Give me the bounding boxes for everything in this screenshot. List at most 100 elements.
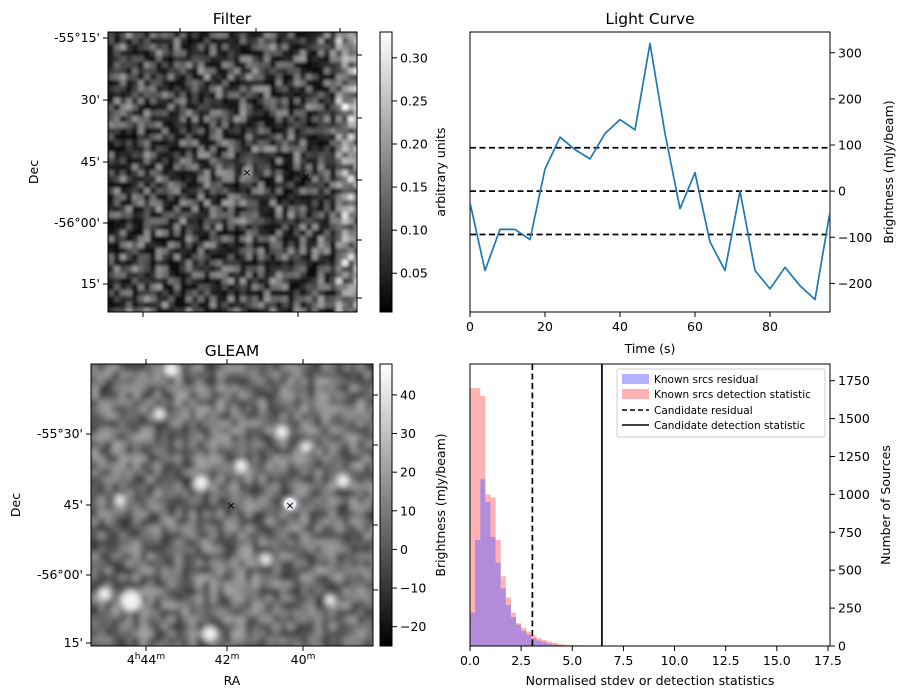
filter-noise-cell — [162, 236, 168, 242]
gleam-noise-cell — [217, 560, 224, 567]
filter-noise-cell — [174, 254, 180, 260]
gleam-noise-cell — [301, 483, 308, 490]
filter-noise-cell — [240, 80, 246, 86]
filter-noise-cell — [120, 224, 126, 230]
filter-noise-cell — [312, 128, 318, 134]
gleam-noise-cell — [161, 399, 168, 406]
filter-noise-cell — [294, 302, 300, 308]
filter-noise-cell — [348, 242, 354, 248]
filter-noise-cell — [312, 182, 318, 188]
filter-noise-cell — [294, 248, 300, 254]
filter-noise-cell — [312, 254, 318, 260]
filter-noise-cell — [156, 200, 162, 206]
filter-noise-cell — [186, 38, 192, 44]
legend-label: Candidate residual — [654, 405, 753, 417]
filter-noise-cell — [312, 224, 318, 230]
gleam-noise-cell — [259, 392, 266, 399]
gleam-noise-cell — [210, 483, 217, 490]
gleam-noise-cell — [294, 532, 301, 539]
filter-noise-cell — [114, 146, 120, 152]
filter-ytick-label: 30' — [81, 92, 100, 107]
filter-noise-cell — [138, 164, 144, 170]
gleam-noise-cell — [322, 490, 329, 497]
filter-noise-cell — [114, 92, 120, 98]
filter-noise-cell — [270, 50, 276, 56]
gleam-bright-source — [261, 555, 271, 565]
gleam-noise-cell — [91, 455, 98, 462]
gleam-noise-cell — [280, 595, 287, 602]
filter-noise-cell — [348, 56, 354, 62]
gleam-noise-cell — [126, 609, 133, 616]
filter-noise-cell — [270, 308, 276, 312]
filter-noise-cell — [168, 218, 174, 224]
gleam-noise-cell — [280, 441, 287, 448]
filter-noise-cell — [138, 212, 144, 218]
gleam-noise-cell — [252, 609, 259, 616]
gleam-noise-cell — [91, 385, 98, 392]
filter-noise-cell — [336, 86, 342, 92]
gleam-noise-cell — [105, 623, 112, 630]
filter-noise-cell — [198, 188, 204, 194]
filter-noise-cell — [144, 224, 150, 230]
filter-noise-cell — [330, 68, 336, 74]
gleam-noise-cell — [210, 609, 217, 616]
gleam-noise-cell — [91, 532, 98, 539]
gleam-noise-cell — [168, 637, 175, 644]
filter-noise-cell — [318, 278, 324, 284]
filter-noise-cell — [294, 188, 300, 194]
filter-noise-cell — [270, 170, 276, 176]
filter-noise-cell — [234, 206, 240, 212]
filter-noise-cell — [222, 272, 228, 278]
filter-noise-cell — [216, 110, 222, 116]
filter-noise-cell — [210, 218, 216, 224]
filter-noise-cell — [108, 230, 114, 236]
filter-noise-cell — [318, 116, 324, 122]
gleam-noise-cell — [91, 420, 98, 427]
filter-noise-cell — [216, 50, 222, 56]
filter-noise-cell — [258, 296, 264, 302]
gleam-noise-cell — [273, 406, 280, 413]
gleam-noise-cell — [238, 595, 245, 602]
legend-swatch-residual — [622, 374, 649, 384]
gleam-noise-cell — [266, 623, 273, 630]
filter-noise-cell — [132, 38, 138, 44]
gleam-noise-cell — [98, 399, 105, 406]
gleam-noise-cell — [322, 497, 329, 504]
filter-noise-cell — [216, 44, 222, 50]
filter-noise-cell — [318, 272, 324, 278]
gleam-noise-cell — [210, 413, 217, 420]
filter-noise-cell — [144, 170, 150, 176]
gleam-noise-cell — [343, 574, 350, 581]
gleam-noise-cell — [203, 462, 210, 469]
filter-noise-cell — [246, 140, 252, 146]
gleam-noise-cell — [266, 588, 273, 595]
filter-noise-cell — [294, 92, 300, 98]
filter-noise-cell — [288, 272, 294, 278]
gleam-noise-cell — [294, 630, 301, 637]
filter-noise-cell — [180, 152, 186, 158]
gleam-noise-cell — [119, 413, 126, 420]
gleam-noise-cell — [98, 560, 105, 567]
gleam-noise-cell — [217, 574, 224, 581]
filter-noise-cell — [354, 254, 357, 260]
filter-noise-cell — [300, 260, 306, 266]
gleam-noise-cell — [168, 462, 175, 469]
gleam-noise-cell — [98, 532, 105, 539]
filter-noise-cell — [312, 56, 318, 62]
filter-noise-cell — [300, 182, 306, 188]
filter-noise-cell — [324, 308, 330, 312]
gleam-noise-cell — [315, 630, 322, 637]
filter-noise-cell — [192, 308, 198, 312]
histogram-bar — [510, 617, 517, 646]
gleam-noise-cell — [266, 392, 273, 399]
gleam-noise-cell — [308, 518, 315, 525]
filter-noise-cell — [126, 206, 132, 212]
filter-noise-cell — [312, 122, 318, 128]
filter-noise-cell — [120, 284, 126, 290]
filter-noise-cell — [150, 80, 156, 86]
filter-noise-cell — [150, 182, 156, 188]
filter-noise-cell — [294, 110, 300, 116]
filter-noise-cell — [342, 200, 348, 206]
gleam-noise-cell — [175, 546, 182, 553]
